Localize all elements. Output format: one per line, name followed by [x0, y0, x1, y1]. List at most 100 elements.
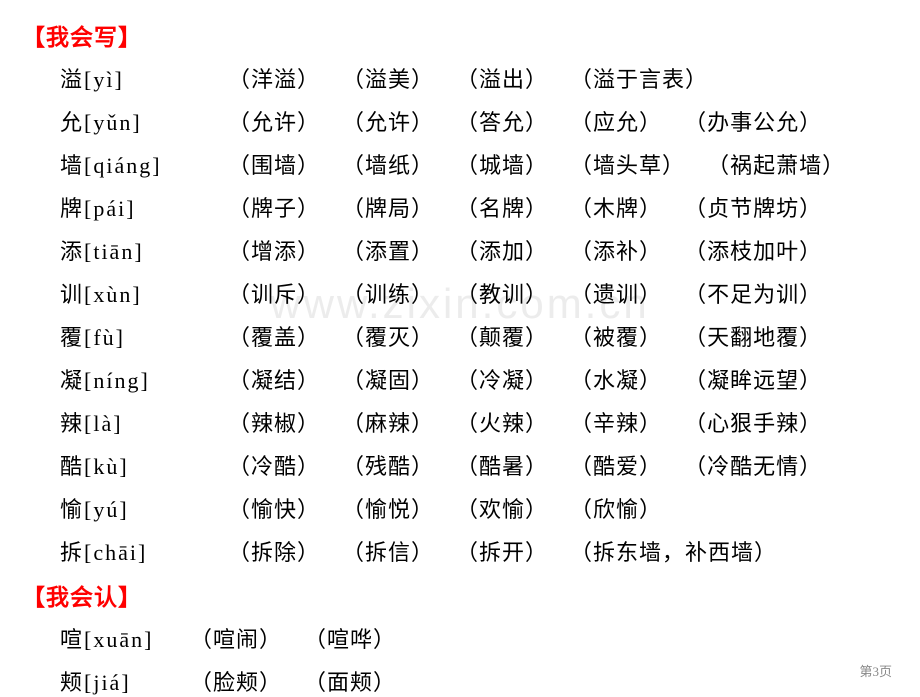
word-item: （溢出） — [456, 62, 548, 94]
word-item: （欣愉） — [570, 492, 662, 524]
word-list: （愉快） （愉悦） （欢愉） （欣愉） — [228, 492, 662, 524]
vocab-row: 喧[xuān] （喧闹） （喧哗） — [22, 622, 898, 654]
word-item: （冷凝） — [456, 363, 548, 395]
word-item: （木牌） — [570, 191, 662, 223]
word-item: （不足为训） — [684, 277, 822, 309]
character-pinyin: 凝[níng] — [60, 363, 228, 395]
word-item: （墙头草） — [570, 148, 685, 180]
word-list: （洋溢） （溢美） （溢出） （溢于言表） — [228, 62, 708, 94]
word-item: （覆灭） — [342, 320, 434, 352]
vocab-row: 拆[chāi] （拆除） （拆信） （拆开） （拆东墙，补西墙） — [22, 535, 898, 567]
word-item: （应允） — [570, 105, 662, 137]
word-item: （辣椒） — [228, 406, 320, 438]
word-item: （教训） — [456, 277, 548, 309]
word-item: （名牌） — [456, 191, 548, 223]
word-item: （水凝） — [570, 363, 662, 395]
character-pinyin: 愉[yú] — [60, 492, 228, 524]
word-list: （拆除） （拆信） （拆开） （拆东墙，补西墙） — [228, 535, 777, 567]
vocab-row: 愉[yú] （愉快） （愉悦） （欢愉） （欣愉） — [22, 492, 898, 524]
word-item: （答允） — [456, 105, 548, 137]
document-content: 【我会写】 溢[yì] （洋溢） （溢美） （溢出） （溢于言表） 允[yǔn]… — [22, 18, 898, 697]
word-item: （城墙） — [456, 148, 548, 180]
word-list: （允许） （允许） （答允） （应允） （办事公允） — [228, 105, 822, 137]
word-item: （残酷） — [342, 449, 434, 481]
word-item: （喧哗） — [304, 622, 396, 654]
word-list: （牌子） （牌局） （名牌） （木牌） （贞节牌坊） — [228, 191, 822, 223]
word-item: （拆东墙，补西墙） — [570, 535, 777, 567]
vocab-row: 墙[qiáng] （围墙） （墙纸） （城墙） （墙头草） （祸起萧墙） — [22, 148, 898, 180]
word-item: （心狠手辣） — [684, 406, 822, 438]
vocab-row: 添[tiān] （增添） （添置） （添加） （添补） （添枝加叶） — [22, 234, 898, 266]
word-item: （冷酷） — [228, 449, 320, 481]
character-pinyin: 拆[chāi] — [60, 535, 228, 567]
vocab-row: 溢[yì] （洋溢） （溢美） （溢出） （溢于言表） — [22, 62, 898, 94]
word-item: （面颊） — [304, 665, 396, 697]
word-item: （脸颊） — [190, 665, 282, 697]
character-pinyin: 允[yǔn] — [60, 105, 228, 137]
vocab-row: 颊[jiá] （脸颊） （面颊） — [22, 665, 898, 697]
word-item: （办事公允） — [684, 105, 822, 137]
word-item: （欢愉） — [456, 492, 548, 524]
word-list: （喧闹） （喧哗） — [190, 622, 396, 654]
word-list: （训斥） （训练） （教训） （遗训） （不足为训） — [228, 277, 822, 309]
word-list: （围墙） （墙纸） （城墙） （墙头草） （祸起萧墙） — [228, 148, 845, 180]
word-item: （天翻地覆） — [684, 320, 822, 352]
word-item: （凝固） — [342, 363, 434, 395]
word-item: （添置） — [342, 234, 434, 266]
word-item: （拆除） — [228, 535, 320, 567]
character-pinyin: 颊[jiá] — [60, 665, 190, 697]
character-pinyin: 酷[kù] — [60, 449, 228, 481]
section-header-write: 【我会写】 — [22, 18, 898, 52]
word-list: （冷酷） （残酷） （酷暑） （酷爱） （冷酷无情） — [228, 449, 822, 481]
word-item: （洋溢） — [228, 62, 320, 94]
word-item: （拆信） — [342, 535, 434, 567]
character-pinyin: 训[xùn] — [60, 277, 228, 309]
vocab-row: 辣[là] （辣椒） （麻辣） （火辣） （辛辣） （心狠手辣） — [22, 406, 898, 438]
word-item: （围墙） — [228, 148, 320, 180]
word-item: （祸起萧墙） — [707, 148, 845, 180]
word-item: （遗训） — [570, 277, 662, 309]
word-item: （凝眸远望） — [684, 363, 822, 395]
character-pinyin: 覆[fù] — [60, 320, 228, 352]
word-item: （添枝加叶） — [684, 234, 822, 266]
vocab-row: 牌[pái] （牌子） （牌局） （名牌） （木牌） （贞节牌坊） — [22, 191, 898, 223]
word-item: （火辣） — [456, 406, 548, 438]
character-pinyin: 喧[xuān] — [60, 622, 190, 654]
word-list: （覆盖） （覆灭） （颠覆） （被覆） （天翻地覆） — [228, 320, 822, 352]
word-item: （允许） — [342, 105, 434, 137]
word-item: （增添） — [228, 234, 320, 266]
word-item: （颠覆） — [456, 320, 548, 352]
section-header-recognize: 【我会认】 — [22, 578, 898, 612]
word-item: （贞节牌坊） — [684, 191, 822, 223]
character-pinyin: 添[tiān] — [60, 234, 228, 266]
word-item: （被覆） — [570, 320, 662, 352]
word-item: （覆盖） — [228, 320, 320, 352]
word-item: （辛辣） — [570, 406, 662, 438]
word-item: （添加） — [456, 234, 548, 266]
word-list: （脸颊） （面颊） — [190, 665, 396, 697]
word-list: （增添） （添置） （添加） （添补） （添枝加叶） — [228, 234, 822, 266]
character-pinyin: 牌[pái] — [60, 191, 228, 223]
character-pinyin: 辣[là] — [60, 406, 228, 438]
word-item: （麻辣） — [342, 406, 434, 438]
word-item: （牌子） — [228, 191, 320, 223]
vocab-row: 覆[fù] （覆盖） （覆灭） （颠覆） （被覆） （天翻地覆） — [22, 320, 898, 352]
word-item: （墙纸） — [342, 148, 434, 180]
word-item: （训练） — [342, 277, 434, 309]
vocab-row: 训[xùn] （训斥） （训练） （教训） （遗训） （不足为训） — [22, 277, 898, 309]
word-item: （添补） — [570, 234, 662, 266]
word-item: （训斥） — [228, 277, 320, 309]
word-item: （愉快） — [228, 492, 320, 524]
word-list: （辣椒） （麻辣） （火辣） （辛辣） （心狠手辣） — [228, 406, 822, 438]
word-item: （凝结） — [228, 363, 320, 395]
word-item: （允许） — [228, 105, 320, 137]
word-item: （冷酷无情） — [684, 449, 822, 481]
word-item: （牌局） — [342, 191, 434, 223]
word-item: （拆开） — [456, 535, 548, 567]
word-item: （喧闹） — [190, 622, 282, 654]
vocab-row: 酷[kù] （冷酷） （残酷） （酷暑） （酷爱） （冷酷无情） — [22, 449, 898, 481]
character-pinyin: 溢[yì] — [60, 62, 228, 94]
word-item: （溢美） — [342, 62, 434, 94]
vocab-row: 凝[níng] （凝结） （凝固） （冷凝） （水凝） （凝眸远望） — [22, 363, 898, 395]
word-item: （酷暑） — [456, 449, 548, 481]
